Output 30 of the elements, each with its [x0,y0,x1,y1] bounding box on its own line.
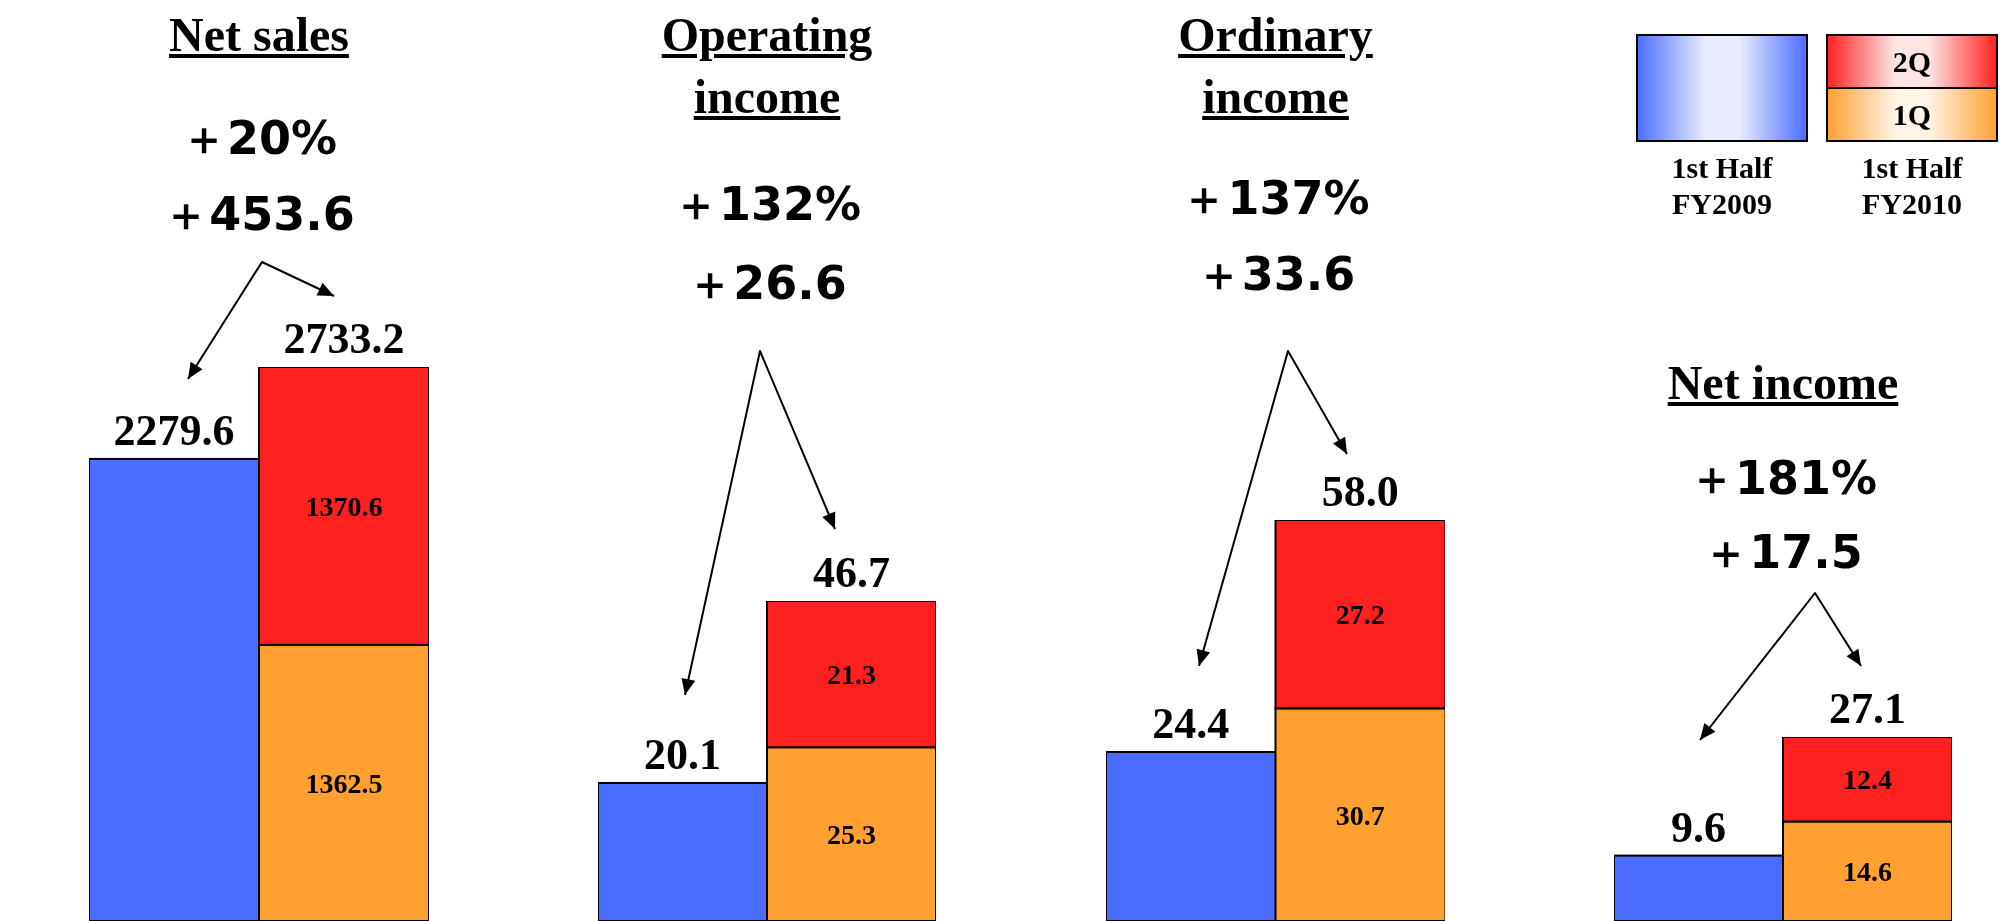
total-label: 27.1 [1829,684,1906,733]
text: ＋20% [179,110,339,167]
data-label: 30.7 [1335,799,1385,831]
text: ＋453.6 [162,186,356,243]
text: ＋17.5 [1702,524,1864,581]
total-label: 24.4 [1152,699,1230,749]
total-label: 2279.6 [113,405,235,455]
chart-title: Operating income [660,7,874,125]
data-label: 1362.5 [305,767,383,799]
total-label: 58.0 [1321,467,1399,516]
data-label: 1370.6 [305,490,383,522]
total-label: 9.6 [1671,802,1726,852]
text: ＋33.6 [1194,246,1357,303]
total-label: 20.1 [644,729,721,779]
chart-title: Ordinary income [1177,7,1374,125]
data-label: 25.3 [827,819,876,851]
text: ＋137% [1180,170,1371,227]
text: ＋26.6 [686,255,848,312]
chart-title: Net income [1666,355,1900,411]
data-label: 21.3 [827,659,876,691]
chart-title: Net sales [168,7,350,63]
text: ＋181% [1687,450,1879,507]
data-label: 14.6 [1843,856,1892,888]
text: ＋132% [671,176,863,233]
category-label: 1st Half FY2009 [1671,151,1773,220]
data-label: 12.4 [1843,764,1892,796]
total-label: 46.7 [813,548,890,597]
category-label: 1st Half FY2010 [1861,151,1963,220]
total-label: 2733.2 [283,314,405,363]
data-label: 27.2 [1335,599,1385,631]
